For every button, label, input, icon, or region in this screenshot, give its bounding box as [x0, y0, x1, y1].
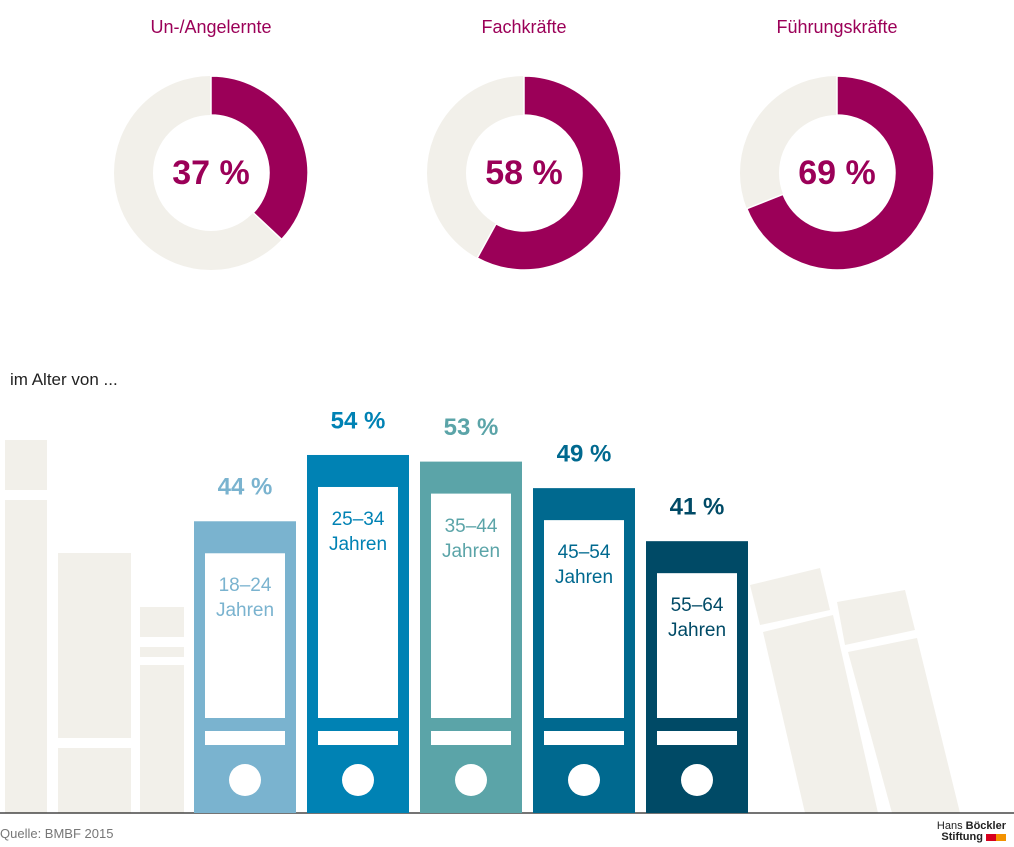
binder-strip [431, 731, 511, 745]
donut-segment [745, 75, 935, 271]
bar-category-label: 18–24 Jahren [215, 575, 275, 622]
binder-hole [229, 764, 261, 796]
source: Quelle: BMBF 2015 [0, 826, 114, 841]
donut-title: Fachkräfte [481, 17, 566, 37]
donut-value-label: 37 % [172, 154, 250, 192]
decorative-books [5, 440, 960, 813]
logo-text: Böckler [965, 820, 1006, 832]
donut-segment [210, 75, 309, 241]
logo: Hans Böckler Stiftung [937, 821, 1006, 843]
binder-strip [318, 731, 398, 745]
binder-hole [455, 764, 487, 796]
donut-segment [476, 75, 622, 271]
donut-title: Un-/Angelernte [150, 17, 271, 37]
bar-value-label: 41 % [670, 494, 725, 521]
bar-value-label: 49 % [557, 440, 612, 467]
binder-hole [681, 764, 713, 796]
logo-mark [986, 833, 996, 841]
bar-category-label: 45–54 Jahren [554, 542, 614, 589]
binder-label [431, 493, 511, 718]
logo-text: Stiftung [941, 831, 983, 843]
binder-strip [544, 731, 624, 745]
bar-value-label: 54 % [331, 407, 386, 434]
binder-strip [205, 731, 285, 745]
donut-value-label: 58 % [485, 154, 563, 192]
logo-text: Hans [936, 820, 963, 832]
binder-label [318, 486, 398, 718]
logo-mark [996, 833, 1006, 841]
binder-strip [657, 731, 737, 745]
binder-label [657, 573, 737, 718]
binder-hole [568, 764, 600, 796]
donut-value-label: 69 % [798, 154, 876, 192]
subtitle: im Alter von ... [10, 370, 118, 389]
binder-label [544, 520, 624, 718]
bar-category-label: 35–44 Jahren [441, 515, 501, 562]
bar-value-label: 53 % [444, 414, 499, 441]
binder-label [205, 553, 285, 718]
donut-title: Führungskräfte [776, 17, 897, 37]
binder-hole [342, 764, 374, 796]
bar-category-label: 25–34 Jahren [328, 508, 388, 555]
bar-category-label: 55–64 Jahren [667, 595, 727, 642]
bar-value-label: 44 % [218, 474, 273, 501]
